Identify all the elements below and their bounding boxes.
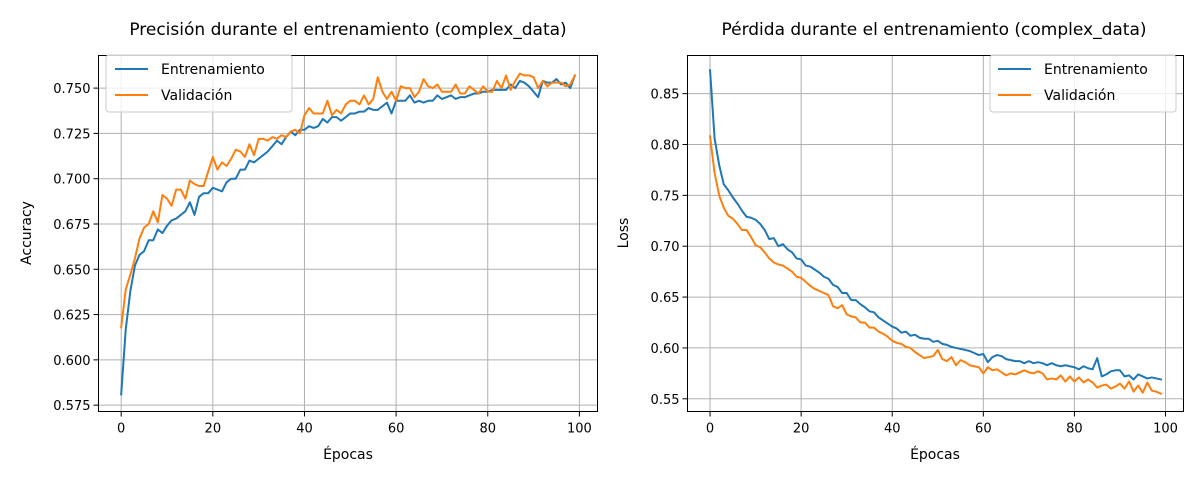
- legend-label-entrenamiento: Entrenamiento: [1044, 62, 1148, 78]
- x-tick-label: 20: [205, 422, 222, 437]
- accuracy-chart: Precisión durante el entrenamiento (comp…: [19, 20, 598, 463]
- y-tick-label: 0.70: [651, 240, 680, 255]
- y-tick-label: 0.650: [53, 263, 90, 278]
- y-tick-label: 0.750: [53, 82, 90, 97]
- x-tick-label: 80: [479, 422, 496, 437]
- legend-label-validacion: Validación: [1044, 88, 1115, 104]
- y-tick-label: 0.60: [651, 342, 680, 357]
- series-line-validacion: [120, 72, 577, 329]
- x-tick-label: 60: [975, 422, 992, 437]
- legend: Entrenamiento Validación: [989, 54, 1177, 113]
- y-tick-label: 0.575: [53, 399, 90, 414]
- series-line-validacion: [708, 135, 1163, 396]
- plot-frame: [687, 55, 1184, 412]
- y-tick-label: 0.700: [53, 173, 90, 188]
- legend-label-validacion: Validación: [161, 88, 232, 104]
- y-axis-label: Accuracy: [19, 201, 35, 265]
- x-axis-label: Épocas: [323, 446, 373, 463]
- x-tick-label: 80: [1066, 422, 1083, 437]
- y-tick-label: 0.55: [651, 393, 680, 408]
- x-tick-label: 0: [706, 422, 714, 437]
- x-tick-label: 60: [388, 422, 405, 437]
- legend: Entrenamiento Validación: [105, 54, 293, 113]
- x-tick-label: 0: [117, 422, 125, 437]
- loss-chart: Pérdida durante el entrenamiento (comple…: [616, 20, 1184, 463]
- x-tick-label: 20: [793, 422, 810, 437]
- y-tick-label: 0.625: [53, 309, 90, 324]
- y-axis-label: Loss: [616, 218, 632, 249]
- y-tick-label: 0.80: [651, 139, 680, 154]
- chart-title: Precisión durante el entrenamiento (comp…: [129, 20, 566, 40]
- y-tick-label: 0.65: [651, 291, 680, 306]
- y-tick-label: 0.725: [53, 127, 90, 142]
- x-axis-label: Épocas: [910, 446, 960, 463]
- legend-box: [989, 54, 1177, 113]
- plot-frame: [98, 55, 598, 412]
- x-tick-label: 100: [1153, 422, 1178, 437]
- legend-box: [105, 54, 293, 113]
- y-tick-label: 0.75: [651, 189, 680, 204]
- x-tick-label: 40: [884, 422, 901, 437]
- legend-label-entrenamiento: Entrenamiento: [161, 62, 265, 78]
- x-tick-label: 100: [567, 422, 592, 437]
- series-line-entrenamiento: [120, 74, 577, 396]
- chart-title: Pérdida durante el entrenamiento (comple…: [721, 20, 1146, 40]
- y-tick-label: 0.600: [53, 354, 90, 369]
- x-tick-label: 40: [296, 422, 313, 437]
- y-tick-label: 0.85: [651, 88, 680, 103]
- y-tick-label: 0.675: [53, 218, 90, 233]
- series-line-entrenamiento: [708, 69, 1163, 381]
